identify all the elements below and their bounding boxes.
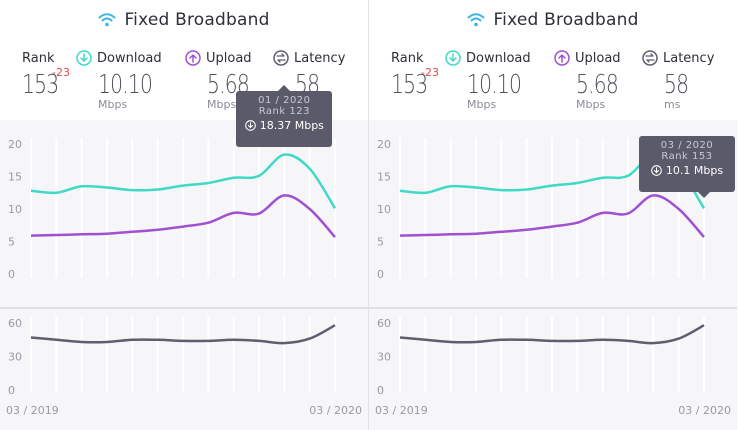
latency-label: Latency <box>663 50 715 66</box>
stat-upload[interactable]: Upload 5.68 Mbps <box>554 48 630 111</box>
speed-y-tick: 5 <box>8 236 15 249</box>
upload-series-line <box>30 194 336 238</box>
panel-header: Fixed Broadband <box>0 0 368 40</box>
speed-y-tick: 0 <box>8 268 15 281</box>
wifi-icon <box>98 13 116 27</box>
title-row: Fixed Broadband <box>0 10 368 30</box>
download-value: 10.10 <box>467 70 522 100</box>
speed-and-latency-charts[interactable]: 0 5 10 15 20 0 30 60 03 / 2019 03 / 2020 <box>0 120 368 430</box>
tooltip-value: 10.1 Mbps <box>665 164 724 177</box>
latency-y-tick: 0 <box>8 384 15 397</box>
upload-label: Upload <box>206 50 252 66</box>
data-tooltip: 03 / 2020 Rank 153 10.1 Mbps <box>639 136 735 198</box>
upload-header: Upload <box>554 48 630 68</box>
speed-y-tick: 20 <box>8 138 22 151</box>
stat-download[interactable]: Download 10.10 Mbps <box>445 48 536 111</box>
latency-y-tick: 60 <box>377 317 391 330</box>
upload-icon <box>185 50 201 66</box>
chart-area: 0 5 10 15 20 0 30 60 03 / 2019 03 / 2020 <box>0 120 368 430</box>
rank-label: Rank <box>22 50 55 66</box>
latency-value: 58 <box>664 70 689 100</box>
title-row: Fixed Broadband <box>369 10 737 30</box>
latency-y-tick: 60 <box>8 317 22 330</box>
x-start-label: 03 / 2019 <box>375 404 428 417</box>
stat-download[interactable]: Download 10.10 Mbps <box>76 48 167 111</box>
rank-header: Rank <box>391 48 438 68</box>
latency-y-tick: 30 <box>8 351 22 364</box>
rank-delta: -23 <box>421 66 439 79</box>
speed-y-tick: 15 <box>8 171 22 184</box>
download-unit: Mbps <box>467 98 497 111</box>
x-end-label: 03 / 2020 <box>678 404 731 417</box>
wifi-icon <box>467 13 485 27</box>
download-icon <box>76 50 92 66</box>
tooltip-value: 18.37 Mbps <box>259 118 324 132</box>
panel-header: Fixed Broadband <box>369 0 737 40</box>
download-value: 10.10 <box>98 70 153 100</box>
panel-divider <box>367 0 369 430</box>
upload-label: Upload <box>575 50 621 66</box>
tooltip-arrow <box>698 192 710 198</box>
tooltip-rank: Rank 123 <box>258 105 310 117</box>
tooltip-date: 01 / 2020 <box>258 94 311 106</box>
tooltip-value-row: 10.1 Mbps <box>647 164 727 177</box>
rank-value: 153 <box>22 70 59 100</box>
speed-y-tick: 10 <box>8 203 22 216</box>
rank-value: 153 <box>391 70 428 100</box>
speed-y-tick: 10 <box>377 203 391 216</box>
stat-rank[interactable]: Rank 153 -23 <box>391 48 439 101</box>
upload-icon <box>554 50 570 66</box>
latency-unit: ms <box>664 98 681 111</box>
latency-y-tick: 30 <box>377 351 391 364</box>
upload-unit: Mbps <box>576 98 606 111</box>
tooltip-value-row: 18.37 Mbps <box>244 119 324 132</box>
latency-series-line <box>30 324 336 345</box>
data-tooltip: 01 / 2020 Rank 123 18.37 Mbps <box>236 84 333 147</box>
tooltip-date: 03 / 2020 <box>660 140 714 151</box>
download-header: Download <box>76 48 167 68</box>
panel-title: Fixed Broadband <box>124 10 270 30</box>
upload-series-line <box>399 194 705 238</box>
rank-delta: -23 <box>52 66 70 79</box>
download-header: Download <box>445 48 536 68</box>
latency-series-line <box>399 324 705 345</box>
panel-title: Fixed Broadband <box>493 10 639 30</box>
speed-y-tick: 0 <box>377 268 384 281</box>
latency-header: Latency <box>273 48 345 68</box>
stats-row: Rank 153 -23 Download 10.10 Mbps Upload 5.68 Mbp… <box>369 48 737 120</box>
download-icon <box>244 119 256 131</box>
latency-icon <box>273 50 289 66</box>
latency-header: Latency <box>642 48 714 68</box>
upload-unit: Mbps <box>207 98 237 111</box>
speed-and-latency-charts[interactable]: 0 5 10 15 20 0 30 60 03 / 2019 03 / 2020 <box>369 120 737 430</box>
latency-label: Latency <box>294 50 346 66</box>
upload-value: 5.68 <box>576 70 619 100</box>
upload-header: Upload <box>185 48 261 68</box>
download-label: Download <box>97 50 162 66</box>
download-icon <box>445 50 461 66</box>
download-label: Download <box>466 50 531 66</box>
tooltip-rank: Rank 153 <box>661 151 713 162</box>
broadband-panel-2: Fixed Broadband Rank 153 -23 Download 10.10 Mb… <box>369 0 737 430</box>
x-end-label: 03 / 2020 <box>309 404 362 417</box>
rank-header: Rank <box>22 48 69 68</box>
download-series-line <box>30 153 337 209</box>
speed-y-tick: 15 <box>377 171 391 184</box>
speed-y-tick: 5 <box>377 236 384 249</box>
broadband-panel-1: Fixed Broadband Rank 153 -23 Download 10.10 Mb… <box>0 0 368 430</box>
latency-y-tick: 0 <box>377 384 384 397</box>
stats-row: Rank 153 -23 Download 10.10 Mbps Upload 5.68 Mbp… <box>0 48 368 120</box>
x-start-label: 03 / 2019 <box>6 404 59 417</box>
tooltip-arrow <box>278 84 291 91</box>
stat-rank[interactable]: Rank 153 -23 <box>22 48 70 101</box>
latency-icon <box>642 50 658 66</box>
rank-label: Rank <box>391 50 424 66</box>
download-icon <box>651 165 662 176</box>
download-unit: Mbps <box>98 98 128 111</box>
speed-y-tick: 20 <box>377 138 391 151</box>
